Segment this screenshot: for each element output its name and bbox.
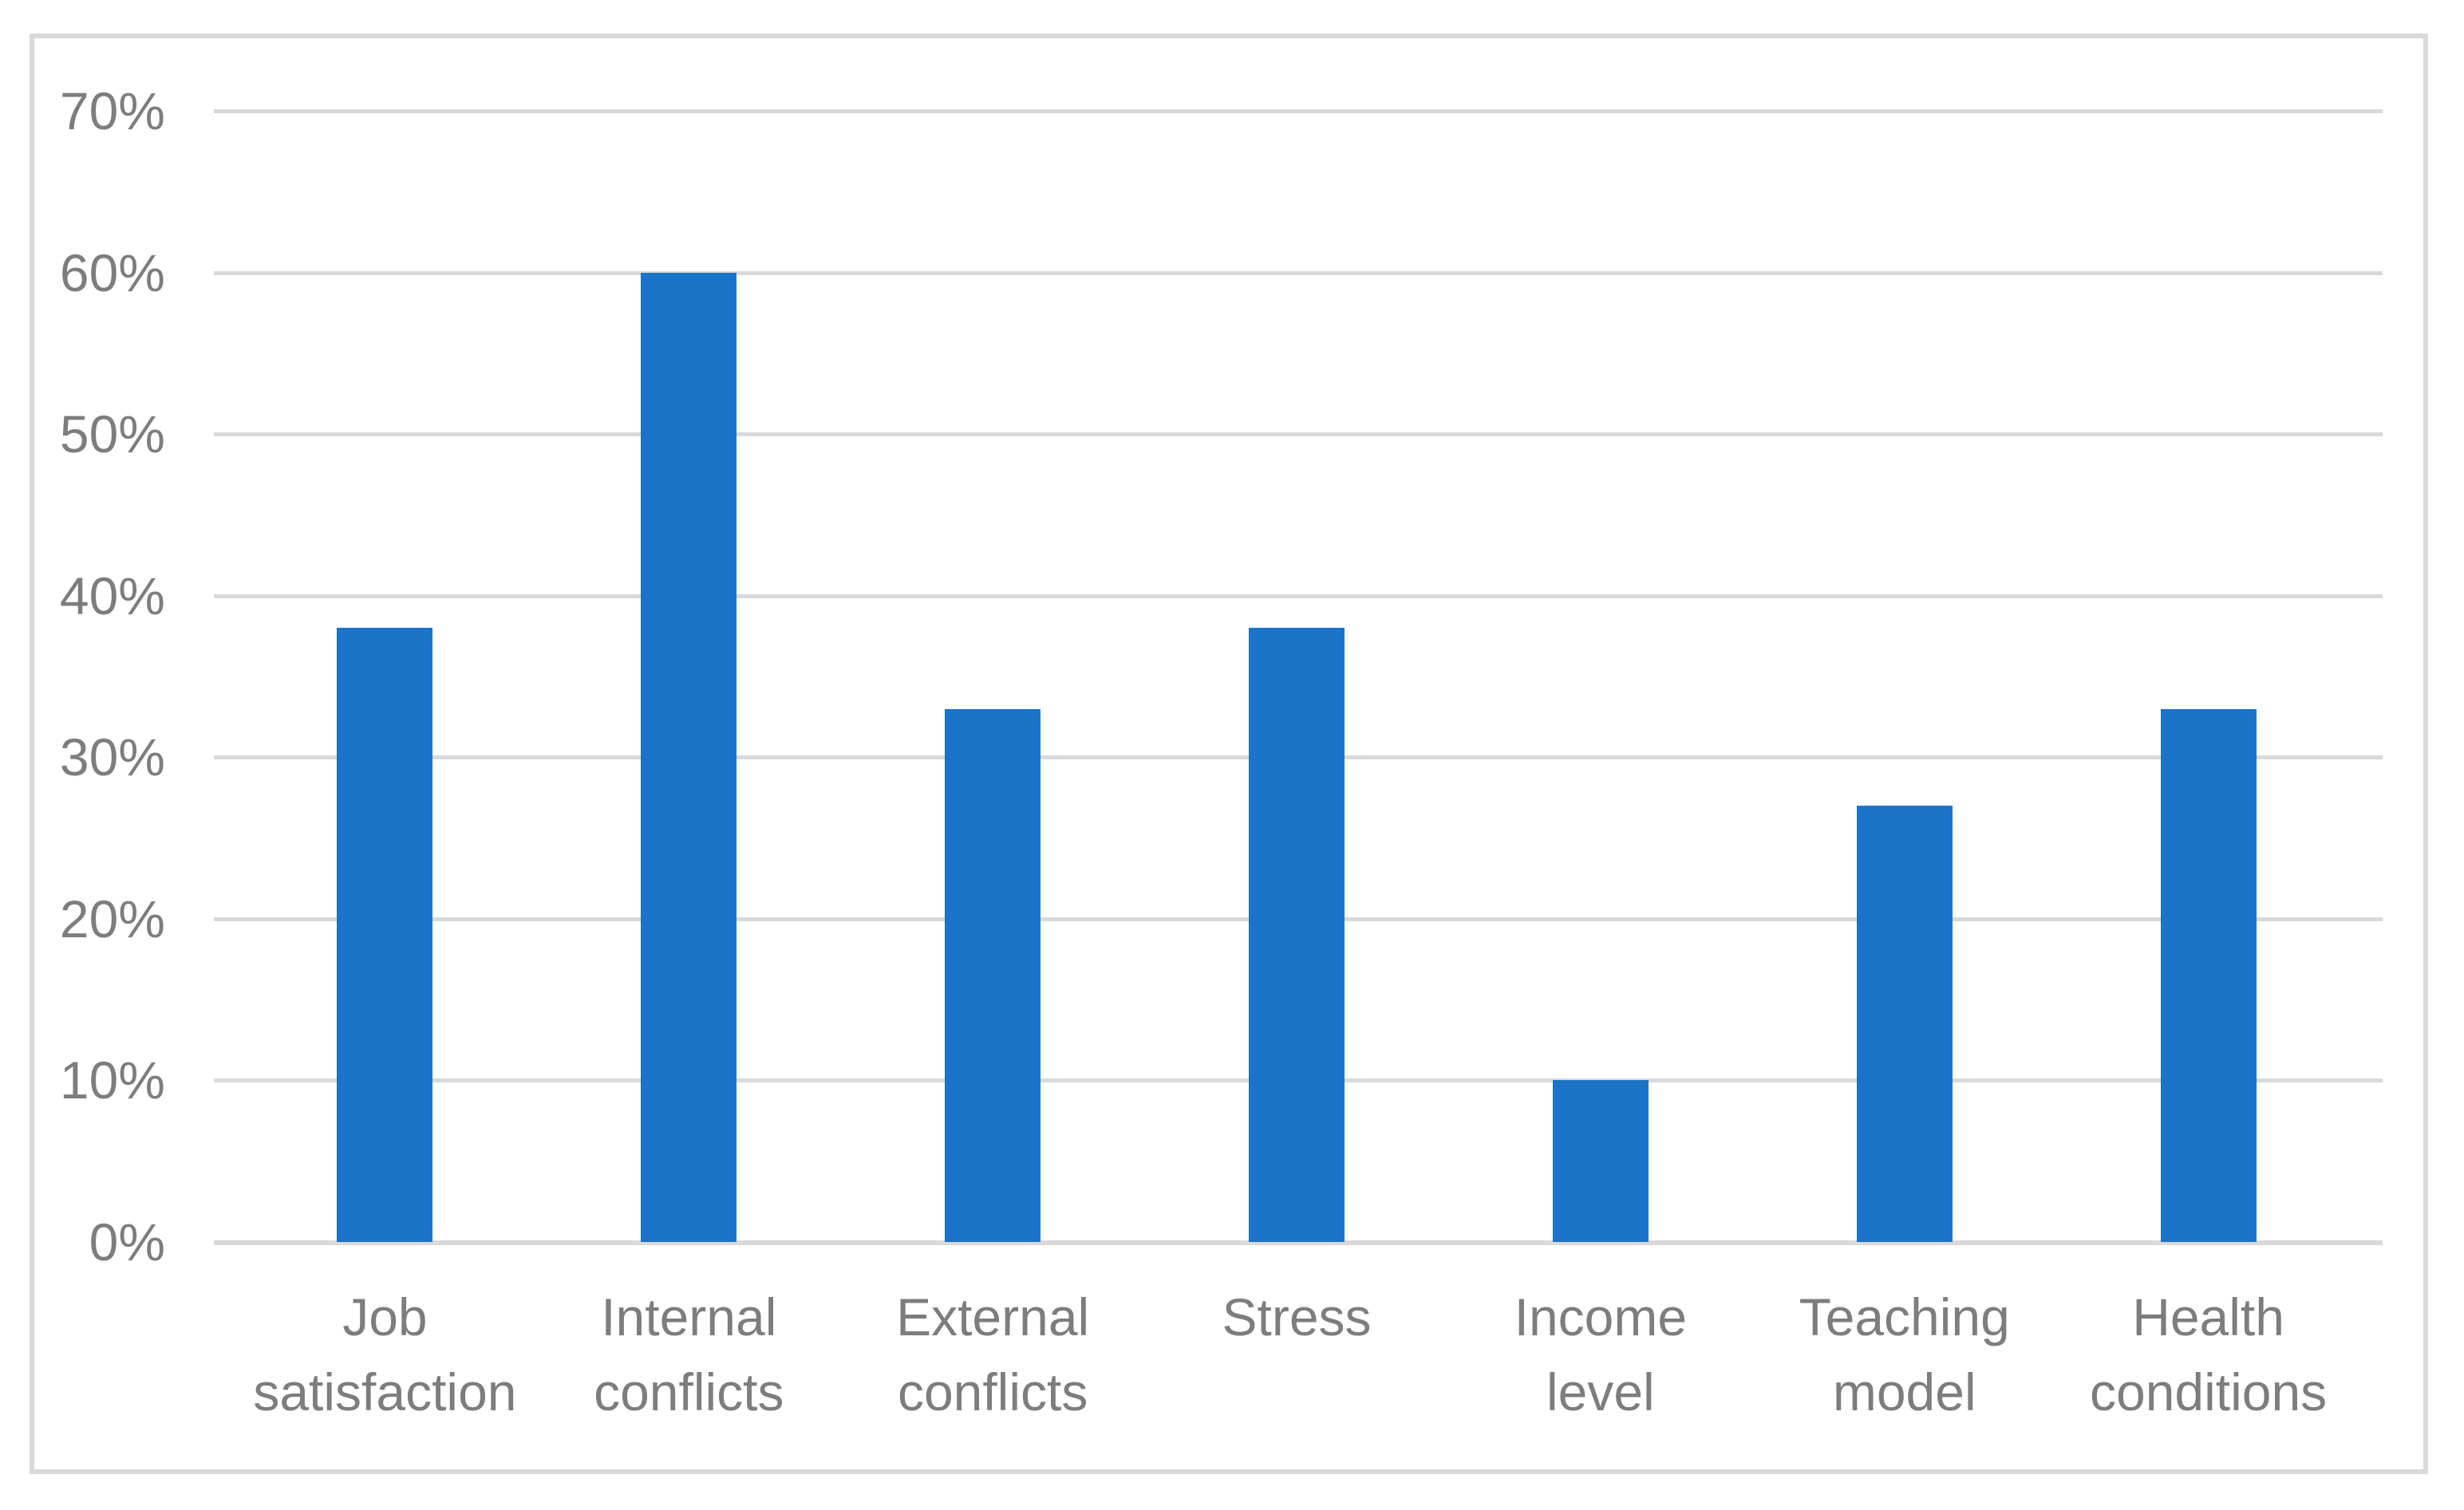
y-tick-label: 50% — [59, 404, 165, 463]
y-tick-label: 30% — [59, 727, 165, 787]
bar-income-level — [1552, 1080, 1649, 1242]
y-tick-label: 0% — [89, 1212, 165, 1271]
y-axis-tick-labels: 0% 10% 20% 30% 40% 50% 60% 70% — [34, 81, 165, 1271]
bars-layer — [233, 111, 2360, 1242]
bar-slot — [1448, 111, 1752, 1242]
gridline — [214, 594, 2383, 598]
x-category-label: Income level — [1514, 1287, 1688, 1421]
bar-teaching-model — [1856, 806, 1953, 1242]
x-category-label: External conflicts — [896, 1287, 1090, 1421]
x-axis-category-labels: Job satisfaction Internal conflicts Extern… — [233, 1279, 2360, 1429]
bar-external-conflicts — [945, 709, 1041, 1242]
y-tick-label: 40% — [59, 566, 165, 625]
bar-internal-conflicts — [641, 273, 737, 1242]
bar-slot — [233, 111, 537, 1242]
x-axis-baseline — [214, 1240, 2383, 1245]
bar-slot — [537, 111, 841, 1242]
x-category-label: Job satisfaction — [253, 1287, 517, 1421]
x-category-label: Teaching model — [1799, 1287, 2010, 1421]
bar-stress — [1249, 628, 1345, 1242]
gridline — [214, 271, 2383, 275]
gridline — [214, 432, 2383, 436]
bar-slot — [841, 111, 1145, 1242]
bar-slot — [1145, 111, 1449, 1242]
x-category-label: Stress — [1222, 1287, 1372, 1346]
x-category-label: Internal conflicts — [594, 1287, 784, 1421]
x-category-label: Health conditions — [2089, 1287, 2328, 1421]
y-tick-label: 70% — [59, 81, 165, 140]
bar-slot — [2056, 111, 2360, 1242]
gridline — [214, 109, 2383, 113]
y-tick-label: 60% — [59, 243, 165, 302]
y-tick-label: 20% — [59, 889, 165, 948]
chart-border-box: 0% 10% 20% 30% 40% 50% 60% 70% Job satisfaction… — [30, 34, 2428, 1474]
y-tick-label: 10% — [59, 1051, 165, 1110]
bar-slot — [1752, 111, 2056, 1242]
bar-health-conditions — [2160, 709, 2257, 1242]
bar-job-satisfaction — [337, 628, 433, 1242]
